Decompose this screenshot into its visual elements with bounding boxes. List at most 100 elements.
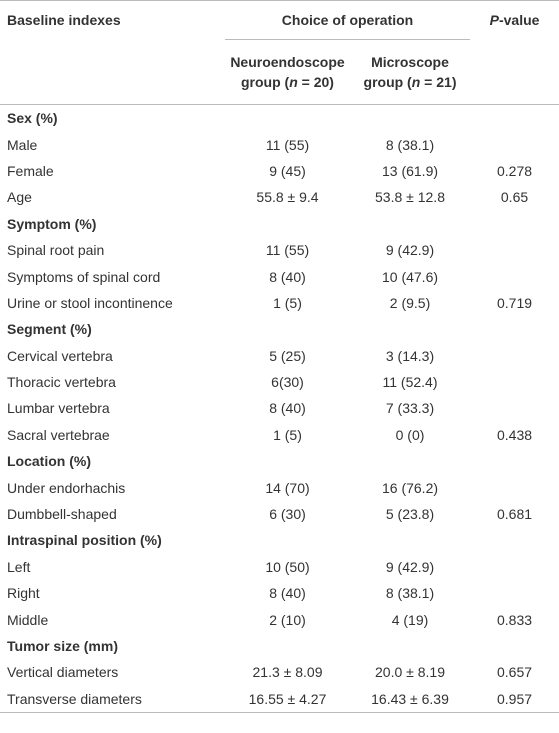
- row-label: Cervical vertebra: [7, 347, 113, 364]
- neuro-value: 8 (40): [269, 585, 306, 602]
- neuro-value: 8 (40): [269, 400, 306, 417]
- micro-value: 20.0 ± 8.19: [375, 664, 445, 681]
- header-text: n: [411, 74, 421, 90]
- p-value: 0.681: [496, 506, 533, 523]
- header-choice: Choice of operation: [225, 0, 471, 40]
- row-label: Symptoms of spinal cord: [7, 268, 161, 285]
- micro-value: 9 (42.9): [385, 558, 435, 575]
- neuro-value: 6(30): [271, 374, 304, 391]
- section-title: Segment (%): [7, 321, 92, 338]
- p-value: [470, 131, 559, 157]
- section-title: Sex (%): [7, 110, 58, 127]
- neuro-value: 14 (70): [265, 479, 310, 496]
- neuro-value: 55.8 ± 9.4: [256, 189, 319, 206]
- micro-value: 0 (0): [395, 426, 425, 443]
- data-row: Lumbar vertebra 8 (40) 7 (33.3): [0, 395, 559, 421]
- row-label: Female: [7, 162, 54, 179]
- header-text: n: [289, 74, 298, 90]
- micro-value: 7 (33.3): [385, 400, 435, 417]
- p-value: [470, 395, 559, 421]
- p-value: [470, 263, 559, 289]
- row-label: Transverse diameters: [7, 690, 142, 707]
- data-row: Spinal root pain 11 (55) 9 (42.9): [0, 237, 559, 263]
- header-neuro: Neuroendoscope group (n = 20): [225, 39, 350, 105]
- section-row: Tumor size (mm): [0, 633, 559, 659]
- header-micro: Microscope group (n = 21): [350, 39, 471, 105]
- micro-value: 53.8 ± 12.8: [375, 189, 445, 206]
- data-row: Symptoms of spinal cord 8 (40) 10 (47.6): [0, 263, 559, 289]
- row-label: Middle: [7, 611, 49, 628]
- neuro-value: 1 (5): [273, 294, 302, 311]
- header-text: P: [489, 12, 499, 29]
- micro-value: 16.43 ± 6.39: [371, 690, 449, 707]
- header-text: Microscope: [371, 54, 449, 70]
- micro-value: 3 (14.3): [385, 347, 435, 364]
- p-value: [470, 580, 559, 606]
- neuro-value: 5 (25): [269, 347, 306, 364]
- section-title: Location (%): [7, 453, 91, 470]
- data-row: Thoracic vertebra 6(30) 11 (52.4): [0, 369, 559, 395]
- header-text: group (: [241, 74, 290, 90]
- header-text: group (: [363, 74, 412, 90]
- p-value: 0.278: [496, 162, 533, 179]
- p-value: [470, 554, 559, 580]
- row-label: Sacral vertebrae: [7, 426, 110, 443]
- header-text: -value: [498, 12, 540, 29]
- header-pvalue: P-value: [470, 1, 559, 40]
- row-label: Lumbar vertebra: [7, 400, 110, 417]
- micro-value: 5 (23.8): [385, 506, 435, 523]
- row-label: Male: [7, 136, 38, 153]
- row-label: Dumbbell-shaped: [7, 506, 117, 523]
- micro-value: 8 (38.1): [385, 585, 435, 602]
- header-text: Neuroendoscope: [230, 54, 345, 70]
- micro-value: 9 (42.9): [385, 242, 435, 259]
- neuro-value: 11 (55): [265, 136, 310, 153]
- p-value: [470, 343, 559, 369]
- data-row: Female 9 (45) 13 (61.9) 0.278: [0, 158, 559, 184]
- p-value: 0.719: [496, 294, 533, 311]
- section-row: Intraspinal position (%): [0, 527, 559, 553]
- neuro-value: 6 (30): [269, 506, 306, 523]
- data-row: Middle 2 (10) 4 (19) 0.833: [0, 606, 559, 632]
- section-row: Segment (%): [0, 316, 559, 342]
- header-text: = 20): [297, 74, 334, 90]
- micro-value: 10 (47.6): [381, 268, 439, 285]
- p-value: 0.438: [496, 426, 533, 443]
- header-text: = 21): [420, 74, 457, 90]
- row-label: Spinal root pain: [7, 242, 105, 259]
- p-value: 0.957: [496, 690, 533, 707]
- data-row: Dumbbell-shaped 6 (30) 5 (23.8) 0.681: [0, 501, 559, 527]
- micro-value: 8 (38.1): [385, 136, 435, 153]
- p-value: [470, 237, 559, 263]
- data-row: Sacral vertebrae 1 (5) 0 (0) 0.438: [0, 422, 559, 448]
- data-row: Male 11 (55) 8 (38.1): [0, 131, 559, 157]
- micro-value: 2 (9.5): [389, 294, 431, 311]
- neuro-value: 2 (10): [269, 611, 306, 628]
- p-value: 0.657: [496, 664, 533, 681]
- neuro-value: 10 (50): [265, 558, 310, 575]
- data-row: Under endorhachis 14 (70) 16 (76.2): [0, 474, 559, 500]
- neuro-value: 1 (5): [273, 426, 302, 443]
- section-title: Intraspinal position (%): [7, 532, 162, 549]
- data-row: Vertical diameters 21.3 ± 8.09 20.0 ± 8.19…: [0, 659, 559, 685]
- micro-value: 13 (61.9): [381, 162, 439, 179]
- micro-value: 4 (19): [391, 611, 429, 628]
- p-value: 0.833: [496, 611, 533, 628]
- data-row: Urine or stool incontinence 1 (5) 2 (9.5) 0…: [0, 290, 559, 316]
- micro-value: 16 (76.2): [381, 479, 439, 496]
- p-value: 0.65: [500, 189, 529, 206]
- row-label: Urine or stool incontinence: [7, 294, 173, 311]
- data-row: Cervical vertebra 5 (25) 3 (14.3): [0, 343, 559, 369]
- section-row: Symptom (%): [0, 211, 559, 237]
- section-row: Sex (%): [0, 105, 559, 132]
- section-row: Location (%): [0, 448, 559, 474]
- micro-value: 11 (52.4): [382, 374, 438, 391]
- neuro-value: 8 (40): [269, 268, 306, 285]
- row-label: Under endorhachis: [7, 479, 126, 496]
- p-value: [470, 369, 559, 395]
- row-label: Thoracic vertebra: [7, 374, 116, 391]
- row-label: Age: [7, 189, 32, 206]
- table-body: Sex (%) Male 11 (55) 8 (38.1) Female 9 (45) 13…: [0, 105, 559, 713]
- neuro-value: 9 (45): [269, 162, 306, 179]
